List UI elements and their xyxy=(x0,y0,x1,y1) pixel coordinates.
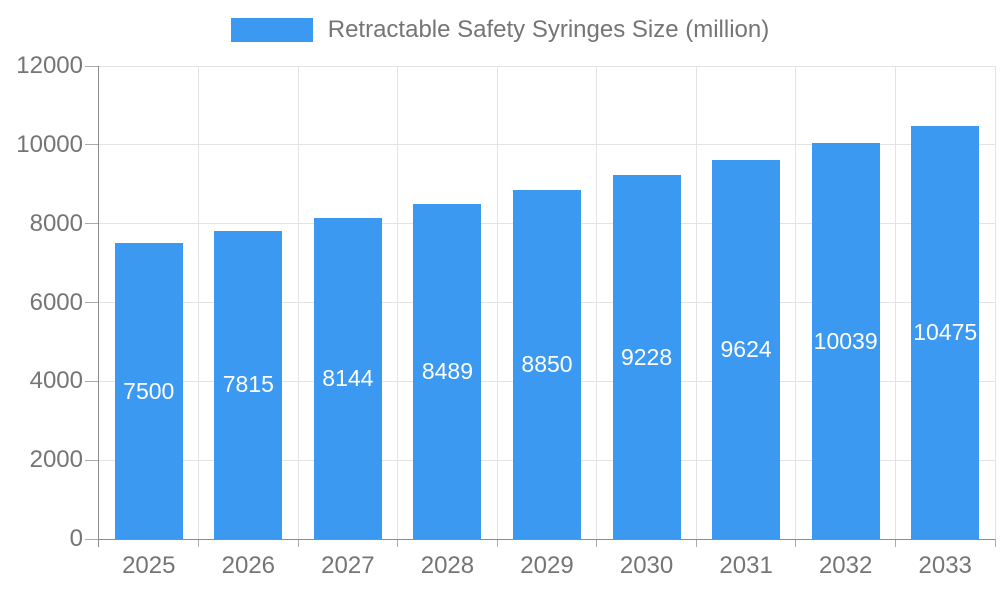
x-tick-label: 2030 xyxy=(619,552,674,579)
bar xyxy=(313,217,382,539)
bar-value-label: 8144 xyxy=(322,364,374,391)
y-tick-label: 0 xyxy=(69,525,83,552)
x-tick-label: 2029 xyxy=(520,552,574,579)
legend-swatch-icon xyxy=(230,18,313,42)
x-tick-label: 2025 xyxy=(122,552,176,579)
gridline-vertical xyxy=(994,66,996,539)
gridline-horizontal xyxy=(99,65,995,67)
x-tick-label: 2027 xyxy=(321,552,375,579)
bar-value-label: 10039 xyxy=(813,327,878,354)
bar xyxy=(114,243,183,539)
bar xyxy=(413,204,482,539)
gridline-vertical xyxy=(795,66,797,539)
x-axis-line xyxy=(99,539,995,540)
gridline-vertical xyxy=(297,66,299,539)
gridline-vertical xyxy=(695,66,697,539)
gridline-vertical xyxy=(496,66,498,539)
y-axis-line xyxy=(98,66,99,547)
gridline-horizontal xyxy=(99,144,995,146)
y-axis-tick xyxy=(85,65,99,67)
legend-label: Retractable Safety Syringes Size (millio… xyxy=(327,16,770,43)
y-axis-tick xyxy=(85,144,99,146)
y-axis-tick xyxy=(85,459,99,461)
x-axis-tick xyxy=(695,539,697,547)
bar-value-label: 8489 xyxy=(421,358,474,385)
x-tick-label: 2026 xyxy=(221,552,276,579)
bar xyxy=(811,143,880,539)
x-axis-tick xyxy=(795,539,797,547)
x-axis-tick xyxy=(596,539,598,547)
y-tick-label: 12000 xyxy=(16,52,83,79)
x-axis-tick xyxy=(397,539,399,547)
bar xyxy=(513,190,581,539)
bar-value-label: 8850 xyxy=(521,351,573,378)
gridline-vertical xyxy=(397,66,399,539)
y-axis-tick xyxy=(85,302,99,303)
gridline-vertical xyxy=(198,66,200,539)
x-tick-label: 2032 xyxy=(818,552,873,579)
y-tick-label: 4000 xyxy=(29,367,83,395)
bar-value-label: 9228 xyxy=(620,343,673,370)
x-tick-label: 2031 xyxy=(719,552,773,579)
y-axis-tick xyxy=(85,223,99,225)
x-tick-label: 2033 xyxy=(918,552,972,579)
y-tick-label: 8000 xyxy=(29,209,83,237)
y-axis-tick xyxy=(85,380,99,382)
bar-value-label: 7815 xyxy=(222,371,274,398)
bar xyxy=(911,126,980,539)
x-tick-label: 2028 xyxy=(420,552,475,579)
x-axis-tick xyxy=(894,539,896,547)
x-axis-tick xyxy=(297,539,299,547)
bar-value-label: 9624 xyxy=(720,335,772,362)
bar xyxy=(612,175,681,539)
x-axis-tick xyxy=(994,539,996,547)
legend[interactable]: Retractable Safety Syringes Size (millio… xyxy=(0,13,1000,47)
bar-value-label: 7500 xyxy=(123,377,175,404)
y-tick-label: 2000 xyxy=(29,446,83,474)
bar xyxy=(214,230,283,539)
bar xyxy=(712,159,781,539)
gridline-vertical xyxy=(894,66,896,539)
gridline-vertical xyxy=(596,66,598,539)
y-axis-tick xyxy=(85,538,99,540)
x-axis-tick xyxy=(198,539,200,547)
y-tick-label: 10000 xyxy=(16,130,83,158)
x-axis-tick xyxy=(496,539,498,547)
y-tick-label: 6000 xyxy=(29,288,83,316)
bar-value-label: 10475 xyxy=(913,319,978,346)
